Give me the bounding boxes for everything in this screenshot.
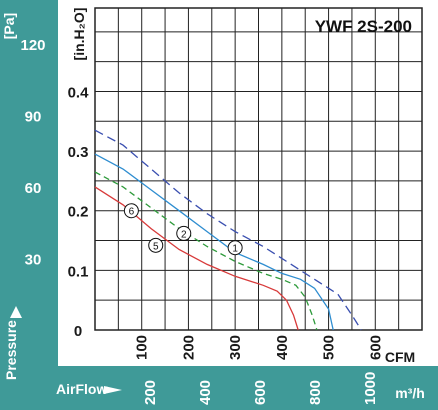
cfm-tick-label: 300: [227, 335, 244, 360]
curves: [94, 129, 362, 331]
m3h-tick-labels: 200 400 600 800 1000: [142, 372, 379, 405]
curve-marker-circle: [227, 240, 243, 256]
m3h-tick-label: 600: [252, 380, 269, 405]
pa-tick-label: 60: [25, 180, 42, 197]
pa-tick-label: 120: [20, 37, 45, 54]
grid: [94, 7, 423, 331]
m3h-tick-label: 800: [307, 380, 324, 405]
series-line: [94, 186, 299, 331]
curve-marker-label: 5: [153, 241, 159, 252]
cfm-tick-label: 100: [134, 335, 151, 360]
curve-marker-label: 1: [232, 244, 238, 255]
pressure-axis-title: Pressure: [3, 306, 22, 380]
pa-tick-labels: 120 90 60 30: [20, 37, 45, 269]
curve-marker-circle: [176, 225, 192, 241]
m3h-tick-label: 400: [197, 380, 214, 405]
pressure-label: Pressure: [3, 320, 19, 380]
pa-unit-label: [Pa]: [1, 13, 17, 39]
cfm-tick-label: 500: [321, 335, 338, 360]
chart-title: YWF 2S-200: [315, 17, 412, 36]
pa-tick-label: 30: [25, 251, 42, 268]
curve-markers: 1 2 5 6: [123, 203, 243, 256]
series-line: [94, 171, 318, 331]
plot-border: [94, 7, 423, 331]
curve-marker-label: 2: [181, 229, 187, 240]
m3h-unit-label: m³/h: [395, 385, 425, 401]
inh2o-tick-label: 0.4: [68, 84, 90, 101]
curve-marker-circle: [123, 203, 139, 219]
airflow-arrow-icon: [104, 386, 122, 394]
pressure-arrow-icon: [10, 306, 22, 318]
cfm-tick-label: 600: [367, 335, 384, 360]
inh2o-tick-labels: 0.4 0.3 0.2 0.1 0: [68, 84, 90, 340]
m3h-tick-label: 1000: [362, 372, 379, 405]
inh2o-unit-label: [in.H₂O]: [71, 8, 87, 61]
curve-marker-label: 6: [129, 207, 135, 218]
inh2o-tick-label: 0: [74, 323, 82, 340]
inh2o-tick-label: 0.2: [68, 204, 89, 221]
cfm-unit-label: CFM: [385, 349, 415, 365]
airflow-label: AirFlow: [56, 381, 107, 397]
inh2o-tick-label: 0.3: [68, 144, 89, 161]
m3h-tick-label: 200: [142, 380, 159, 405]
cfm-tick-label: 200: [180, 335, 197, 360]
series-line: [94, 153, 334, 331]
inh2o-tick-label: 0.1: [68, 263, 89, 280]
pa-tick-label: 90: [25, 108, 42, 125]
curve-marker-circle: [148, 237, 164, 253]
cfm-tick-labels: 100 200 300 400 500 600: [134, 335, 385, 360]
bottom-axis-band: [0, 366, 438, 410]
cfm-tick-label: 400: [274, 335, 291, 360]
left-axis-band: [0, 0, 58, 410]
